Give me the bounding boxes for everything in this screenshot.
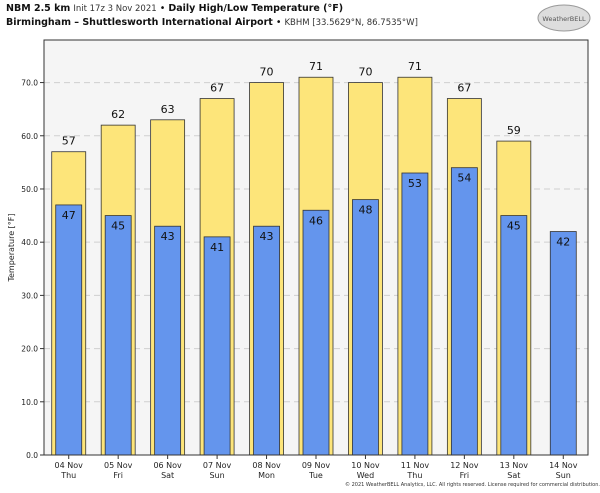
low-value-label: 48: [358, 204, 372, 217]
high-value-label: 57: [62, 135, 76, 148]
y-tick-label: 0.0: [26, 451, 38, 460]
low-bar: [549, 231, 577, 456]
high-value-label: 71: [408, 60, 422, 73]
y-tick-label: 30.0: [21, 291, 38, 300]
low-bar: [203, 236, 231, 456]
x-tick-label-date: 06 Nov: [153, 461, 182, 470]
x-tick-label-date: 13 Nov: [500, 461, 529, 470]
x-tick-label-date: 05 Nov: [104, 461, 133, 470]
separator: •: [159, 3, 166, 14]
high-value-label: 70: [358, 66, 372, 79]
low-bar: [352, 199, 379, 456]
low-bar: [253, 225, 280, 456]
x-tick-label-day: Tue: [308, 471, 323, 480]
high-value-label: 67: [210, 82, 224, 95]
x-tick-label-day: Fri: [113, 471, 123, 480]
chart-header-line2: Birmingham – Shuttlesworth International…: [6, 17, 418, 28]
low-value-label: 42: [556, 236, 570, 249]
x-tick-label-date: 12 Nov: [450, 461, 479, 470]
low-bar: [104, 215, 132, 456]
x-tick-label-date: 10 Nov: [351, 461, 380, 470]
x-tick-label-day: Wed: [357, 471, 374, 480]
x-tick-label-day: Sat: [161, 471, 174, 480]
separator: •: [275, 17, 282, 28]
low-value-label: 53: [408, 177, 422, 190]
low-value-label: 47: [62, 209, 76, 222]
high-value-label: 67: [457, 82, 471, 95]
low-value-label: 46: [309, 214, 323, 227]
low-bar: [450, 167, 478, 456]
x-tick-label-date: 04 Nov: [55, 461, 84, 470]
low-value-label: 54: [457, 172, 471, 185]
plot-frame: [43, 39, 589, 456]
station-name: Birmingham – Shuttlesworth International…: [6, 17, 273, 28]
y-tick-label: 70.0: [21, 79, 38, 88]
low-value-label: 43: [260, 230, 274, 243]
high-value-label: 59: [507, 124, 521, 137]
chart-header-line1: NBM 2.5 km Init 17z 3 Nov 2021 • Daily H…: [6, 3, 343, 14]
x-tick-label-date: 09 Nov: [302, 461, 331, 470]
x-tick-label-date: 08 Nov: [252, 461, 281, 470]
high-value-label: 70: [260, 66, 274, 79]
x-tick-label-date: 14 Nov: [549, 461, 578, 470]
low-value-label: 45: [111, 220, 125, 233]
x-tick-label-day: Sat: [507, 471, 520, 480]
high-value-label: 62: [111, 108, 125, 121]
chart-title: Daily High/Low Temperature (°F): [168, 3, 344, 14]
x-tick-label-day: Sun: [209, 471, 224, 480]
low-bar: [401, 172, 429, 456]
high-value-label: 63: [161, 103, 175, 116]
low-bar: [154, 225, 182, 456]
y-tick-label: 10.0: [21, 398, 38, 407]
y-tick-label: 50.0: [21, 185, 38, 194]
x-tick-label-day: Thu: [406, 471, 422, 480]
station-info: KBHM [33.5629°N, 86.7535°W]: [284, 18, 418, 28]
init-time: Init 17z 3 Nov 2021: [73, 4, 157, 14]
x-tick-label-date: 07 Nov: [203, 461, 232, 470]
y-tick-label: 20.0: [21, 345, 38, 354]
y-tick-label: 60.0: [21, 132, 38, 141]
x-tick-label-day: Sun: [556, 471, 571, 480]
x-tick-label-day: Mon: [258, 471, 275, 480]
low-bar: [302, 209, 330, 456]
weatherbell-logo: WeatherBELL: [537, 4, 591, 32]
high-value-label: 71: [309, 60, 323, 73]
x-tick-label-date: 11 Nov: [401, 461, 430, 470]
y-axis-label: Temperature [°F]: [7, 213, 16, 282]
svg-text:WeatherBELL: WeatherBELL: [542, 15, 586, 23]
low-value-label: 45: [507, 220, 521, 233]
model-name: NBM 2.5 km: [6, 3, 71, 14]
x-tick-label-day: Fri: [460, 471, 470, 480]
low-value-label: 43: [161, 230, 175, 243]
copyright-footer: © 2021 WeatherBELL Analytics, LLC. All r…: [345, 482, 600, 488]
y-tick-label: 40.0: [21, 238, 38, 247]
low-bar: [55, 204, 83, 456]
x-tick-label-day: Thu: [60, 471, 76, 480]
low-value-label: 41: [210, 241, 224, 254]
low-bar: [500, 215, 528, 456]
